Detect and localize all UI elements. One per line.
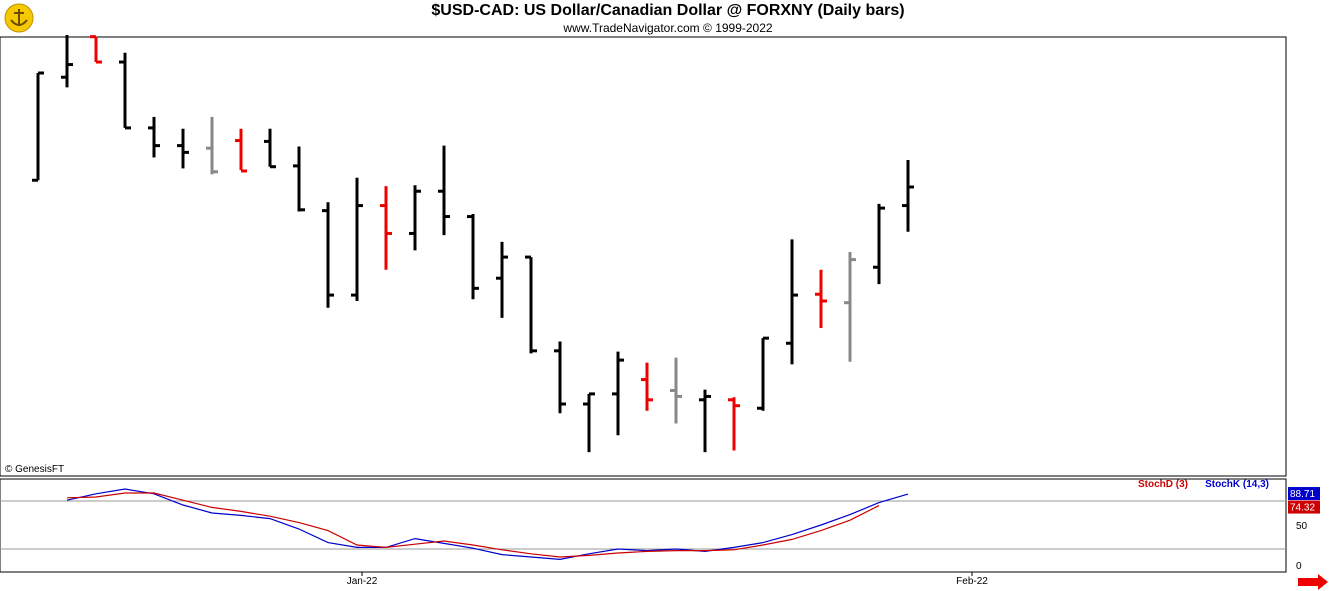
ohlc-bar (61, 35, 73, 88)
stochastic-plot-area (0, 478, 1287, 573)
ohlc-bar (670, 357, 682, 424)
arrow-right-icon[interactable] (1298, 574, 1328, 590)
stoch-d-value: 74.32 (1290, 503, 1315, 514)
ohlc-bar (467, 214, 479, 300)
ohlc-bar (177, 128, 189, 169)
ohlc-bar (641, 362, 653, 411)
ohlc-bar (815, 269, 827, 329)
ohlc-bar (525, 255, 537, 354)
ohlc-bar (206, 116, 218, 175)
ohlc-bar (264, 128, 276, 169)
ohlc-bar (786, 239, 798, 365)
chart-header: $USD-CAD: US Dollar/Canadian Dollar @ FO… (0, 0, 1336, 37)
ohlc-bar (351, 177, 363, 301)
ohlc-bar (235, 128, 247, 173)
date-tick-label: Jan-22 (347, 576, 378, 587)
ohlc-bar (438, 145, 450, 236)
stochastic-lines (0, 488, 1286, 561)
ohlc-bar (757, 336, 769, 411)
stochastic-tick-label: 0 (1296, 561, 1302, 572)
stochastic-tick-label: 50 (1296, 521, 1308, 532)
date-axis: Jan-22 Feb-22 (347, 572, 988, 587)
scroll-right-button[interactable] (1296, 574, 1328, 590)
ohlc-bar (496, 241, 508, 318)
stoch-d-value-tag (1288, 500, 1320, 514)
chart-subtitle: www.TradeNavigator.com © 1999-2022 (563, 21, 773, 35)
ohlc-bar (409, 185, 421, 251)
legend-stoch-d: StochD (3) (1138, 479, 1188, 490)
stoch-k-value: 88.71 (1290, 489, 1315, 500)
ohlc-bar (90, 35, 102, 64)
ohlc-bar (148, 116, 160, 158)
stoch-k-line (66, 488, 909, 561)
ohlc-bar (32, 71, 44, 182)
ohlc-bar (583, 392, 595, 453)
ohlc-bar (380, 186, 392, 270)
stoch-d-line (66, 492, 880, 558)
ohlc-bar (322, 202, 334, 308)
ohlc-bar (844, 252, 856, 362)
copyright-label: © GenesisFT (5, 464, 64, 475)
date-tick-label: Feb-22 (956, 576, 988, 587)
ohlc-bar (612, 351, 624, 436)
ohlc-bar (119, 52, 131, 130)
price-plot-area (0, 36, 1287, 477)
anchor-icon (4, 3, 34, 33)
legend-stoch-k: StochK (14,3) (1205, 479, 1269, 490)
stochastic-axis: 50 0 88.71 74.32 (1288, 487, 1320, 572)
ohlc-bar (902, 159, 914, 232)
ohlc-bars (32, 35, 914, 453)
ohlc-bar (873, 203, 885, 285)
stoch-k-value-tag (1288, 487, 1320, 501)
ohlc-bar (699, 389, 711, 453)
ohlc-bar (293, 146, 305, 212)
ohlc-bar (554, 341, 566, 414)
ohlc-bar (728, 397, 740, 451)
chart-title: $USD-CAD: US Dollar/Canadian Dollar @ FO… (431, 2, 905, 19)
stochastic-panel: 50 0 88.71 74.32 StochD (3) StochK (14,3) (0, 478, 1320, 573)
price-panel: 1.29311.29111.29081.28821.28761.28321.28… (0, 35, 1287, 477)
